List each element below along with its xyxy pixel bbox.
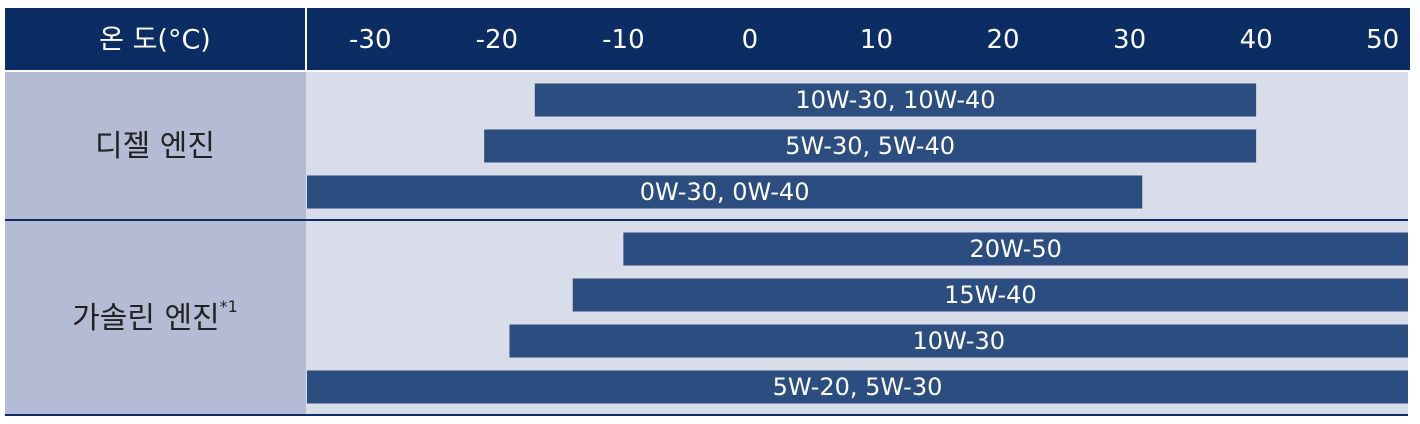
bar-label: 0W-30, 0W-40 bbox=[640, 178, 810, 206]
range-bar bbox=[307, 175, 1143, 209]
bar-label: 15W-40 bbox=[944, 281, 1037, 309]
x-tick-label: 40 bbox=[1240, 25, 1273, 55]
x-tick-label: -10 bbox=[602, 25, 644, 55]
group-name: 디젤 엔진 bbox=[95, 129, 215, 164]
x-tick-label: 10 bbox=[860, 25, 893, 55]
axis-label: 온 도(°C) bbox=[99, 25, 211, 56]
header-bar bbox=[5, 8, 1410, 70]
group-label: 가솔린 엔진*1 bbox=[72, 297, 238, 336]
x-tick-label: 30 bbox=[1113, 25, 1146, 55]
range-bar bbox=[484, 129, 1257, 163]
x-tick-label: 0 bbox=[742, 25, 759, 55]
bar-label: 10W-30, 10W-40 bbox=[795, 86, 995, 114]
bar-label: 10W-30 bbox=[912, 327, 1005, 355]
range-bar bbox=[307, 370, 1408, 404]
note-mark: *1 bbox=[220, 297, 238, 316]
group-label: 디젤 엔진 bbox=[95, 129, 215, 164]
range-bar bbox=[509, 324, 1408, 358]
bar-label: 5W-20, 5W-30 bbox=[773, 373, 943, 401]
bar-label: 20W-50 bbox=[969, 235, 1062, 263]
range-bar bbox=[572, 278, 1408, 312]
range-bar bbox=[534, 83, 1257, 117]
x-tick-label: -30 bbox=[349, 25, 391, 55]
x-tick-label: -20 bbox=[476, 25, 518, 55]
group-label-cell bbox=[5, 72, 306, 220]
range-bar bbox=[623, 232, 1408, 266]
group-label-cell bbox=[5, 221, 306, 415]
bar-label: 5W-30, 5W-40 bbox=[785, 132, 955, 160]
group-name: 가솔린 엔진 bbox=[72, 301, 220, 336]
x-tick-label: 50 bbox=[1366, 25, 1399, 55]
x-tick-label: 20 bbox=[986, 25, 1019, 55]
